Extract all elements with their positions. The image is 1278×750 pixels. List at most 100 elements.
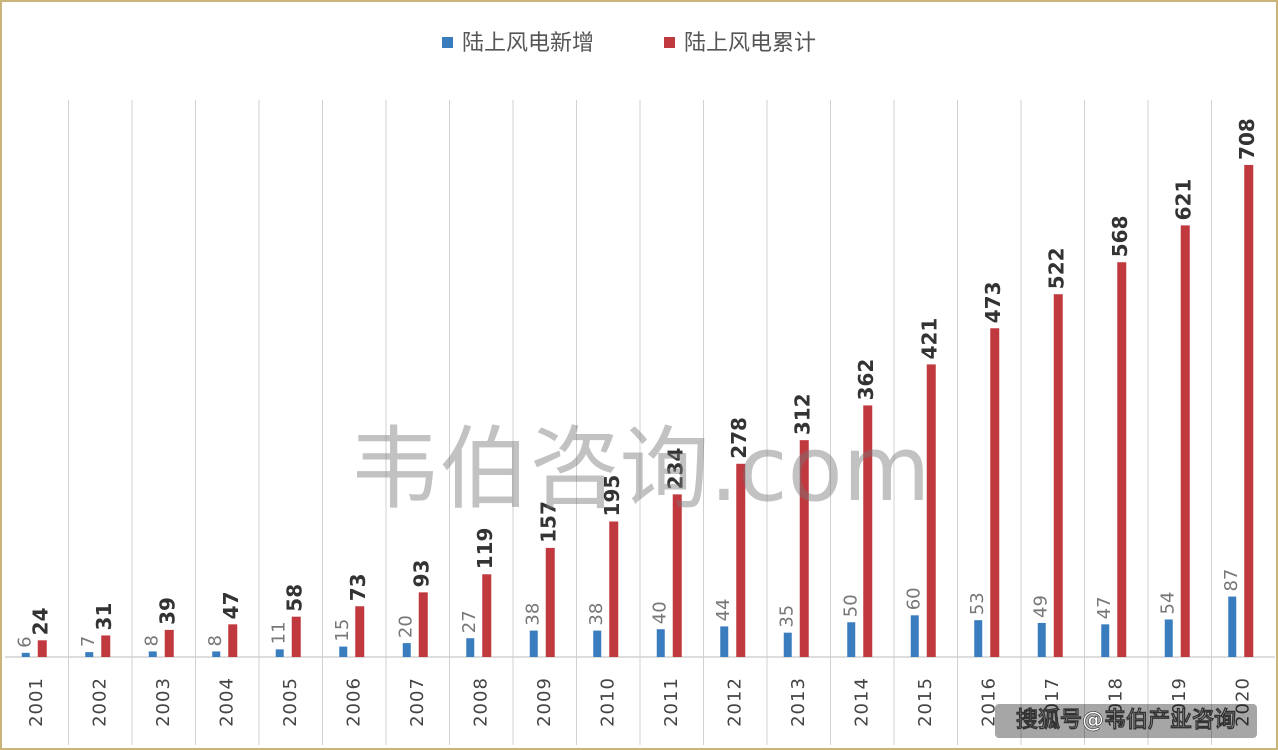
value-label: 195 [600,475,624,517]
value-label: 73 [346,573,370,601]
bar [847,622,856,657]
bar [1101,624,1110,657]
legend-label: 陆上风电累计 [684,31,816,56]
value-label: 473 [981,282,1005,324]
bar [1244,164,1254,657]
bar [1117,262,1127,657]
x-tick-label: 2020 [1232,677,1253,727]
value-label: 20 [396,615,417,638]
bar [926,364,936,657]
x-tick-label: 2019 [1169,677,1190,727]
value-label: 47 [219,591,243,619]
value-label: 58 [283,584,307,612]
bar [1180,225,1190,657]
bar [21,652,30,657]
x-tick-label: 2013 [788,677,809,727]
bar [609,521,619,657]
value-label: 54 [1158,592,1179,615]
value-label: 24 [29,607,53,635]
value-label: 312 [791,393,815,435]
bar [799,440,809,657]
bar [910,615,919,657]
bar [148,651,157,657]
bar [783,632,792,657]
bar [720,626,729,657]
value-label: 15 [332,619,353,642]
bar [339,646,348,657]
bar [529,630,538,657]
bar [1164,619,1173,657]
bar [275,649,284,657]
bar [355,606,365,657]
value-label: 38 [586,603,607,626]
bar [418,592,428,657]
bar [37,640,47,657]
x-tick-label: 2007 [407,677,428,727]
value-label: 8 [205,635,226,646]
value-label: 50 [840,594,861,617]
watermark: 韦伯咨询.com [350,417,931,522]
value-label: 44 [713,599,734,622]
value-label: 60 [904,587,925,610]
bar [736,463,746,657]
bar [1053,294,1063,657]
value-label: 568 [1108,215,1132,257]
x-tick-label: 2009 [534,677,555,727]
x-tick-label: 2003 [153,677,174,727]
value-label: 8 [142,635,163,646]
bar [656,629,665,657]
value-label: 234 [664,448,688,490]
x-tick-label: 2011 [661,677,682,727]
value-label: 35 [777,605,798,628]
x-tick-label: 2001 [26,677,47,727]
value-label: 53 [967,592,988,615]
value-label: 119 [473,528,497,570]
value-label: 40 [650,601,671,624]
watermark: 搜狐号@韦伯产业咨询 [1016,707,1236,733]
x-tick-label: 2016 [978,677,999,727]
value-label: 27 [459,610,480,633]
bar [85,652,94,657]
x-tick-label: 2002 [89,677,110,727]
x-tick-label: 2010 [597,677,618,727]
value-label: 708 [1235,118,1259,160]
x-tick-label: 2014 [851,677,872,727]
value-label: 38 [523,603,544,626]
bar [672,494,682,657]
value-label: 87 [1221,569,1242,592]
bar [545,547,555,657]
legend-label: 陆上风电新增 [462,31,594,56]
value-label: 11 [269,621,290,644]
bar [101,635,111,657]
bar [1228,596,1237,657]
value-label: 522 [1045,247,1069,289]
bar [164,629,174,657]
x-tick-label: 2005 [280,677,301,727]
legend-swatch [442,37,453,48]
x-tick-label: 2008 [470,677,491,727]
bar [974,620,983,657]
value-label: 621 [1172,179,1196,221]
value-label: 157 [537,501,561,543]
value-label: 49 [1031,595,1052,618]
x-tick-label: 2012 [724,677,745,727]
bar [291,616,301,657]
value-label: 6 [15,636,36,647]
bar [402,643,411,657]
value-label: 362 [854,359,878,401]
bar [1037,622,1046,657]
legend-swatch [664,37,675,48]
value-label: 7 [78,636,99,647]
bar [466,638,475,657]
bar [593,630,602,657]
x-tick-label: 2004 [216,677,237,727]
bar [212,651,221,657]
value-label: 93 [410,560,434,588]
x-tick-label: 2018 [1105,677,1126,727]
value-label: 39 [156,597,180,625]
bar [228,624,238,657]
value-label: 421 [918,318,942,360]
value-label: 47 [1094,596,1115,619]
